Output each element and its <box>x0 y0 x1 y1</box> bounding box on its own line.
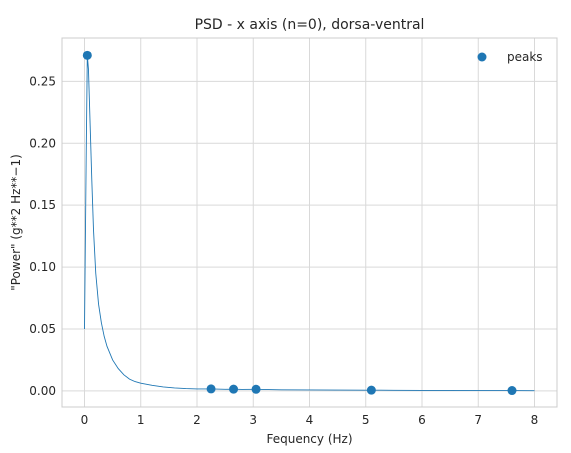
x-tick-label: 3 <box>249 413 257 427</box>
y-tick-label: 0.20 <box>29 136 56 150</box>
tick-labels: 0 1 2 3 4 5 6 7 8 0.00 0.05 0.10 0.15 0.20 0.25 <box>29 74 538 427</box>
legend: peaks <box>477 50 543 64</box>
x-tick-label: 5 <box>362 413 370 427</box>
y-tick-label: 0.10 <box>29 260 56 274</box>
x-tick-label: 1 <box>137 413 145 427</box>
y-axis-label: "Power" (g**2 Hz**−1) <box>9 154 23 291</box>
grid <box>62 38 557 407</box>
x-tick-label: 6 <box>418 413 426 427</box>
plot-frame <box>61 37 558 408</box>
x-tick-label: 8 <box>531 413 539 427</box>
data-layer <box>82 50 535 396</box>
peak-point <box>229 384 239 394</box>
peak-point <box>251 384 261 394</box>
chart-title: PSD - x axis (n=0), dorsa-ventral <box>195 17 425 33</box>
peak-point <box>206 384 216 394</box>
y-tick-label: 0.05 <box>29 322 56 336</box>
x-tick-label: 4 <box>306 413 314 427</box>
x-tick-label: 0 <box>81 413 89 427</box>
y-tick-label: 0.15 <box>29 198 56 212</box>
y-tick-label: 0.00 <box>29 384 56 398</box>
peak-point <box>507 386 517 396</box>
x-tick-label: 7 <box>474 413 482 427</box>
legend-marker-peaks <box>477 52 487 62</box>
x-axis-label: Fequency (Hz) <box>266 432 352 446</box>
peak-point <box>366 385 376 395</box>
peak-point <box>82 50 92 60</box>
x-tick-label: 2 <box>193 413 201 427</box>
legend-label-peaks: peaks <box>507 50 543 64</box>
y-tick-label: 0.25 <box>29 74 56 88</box>
